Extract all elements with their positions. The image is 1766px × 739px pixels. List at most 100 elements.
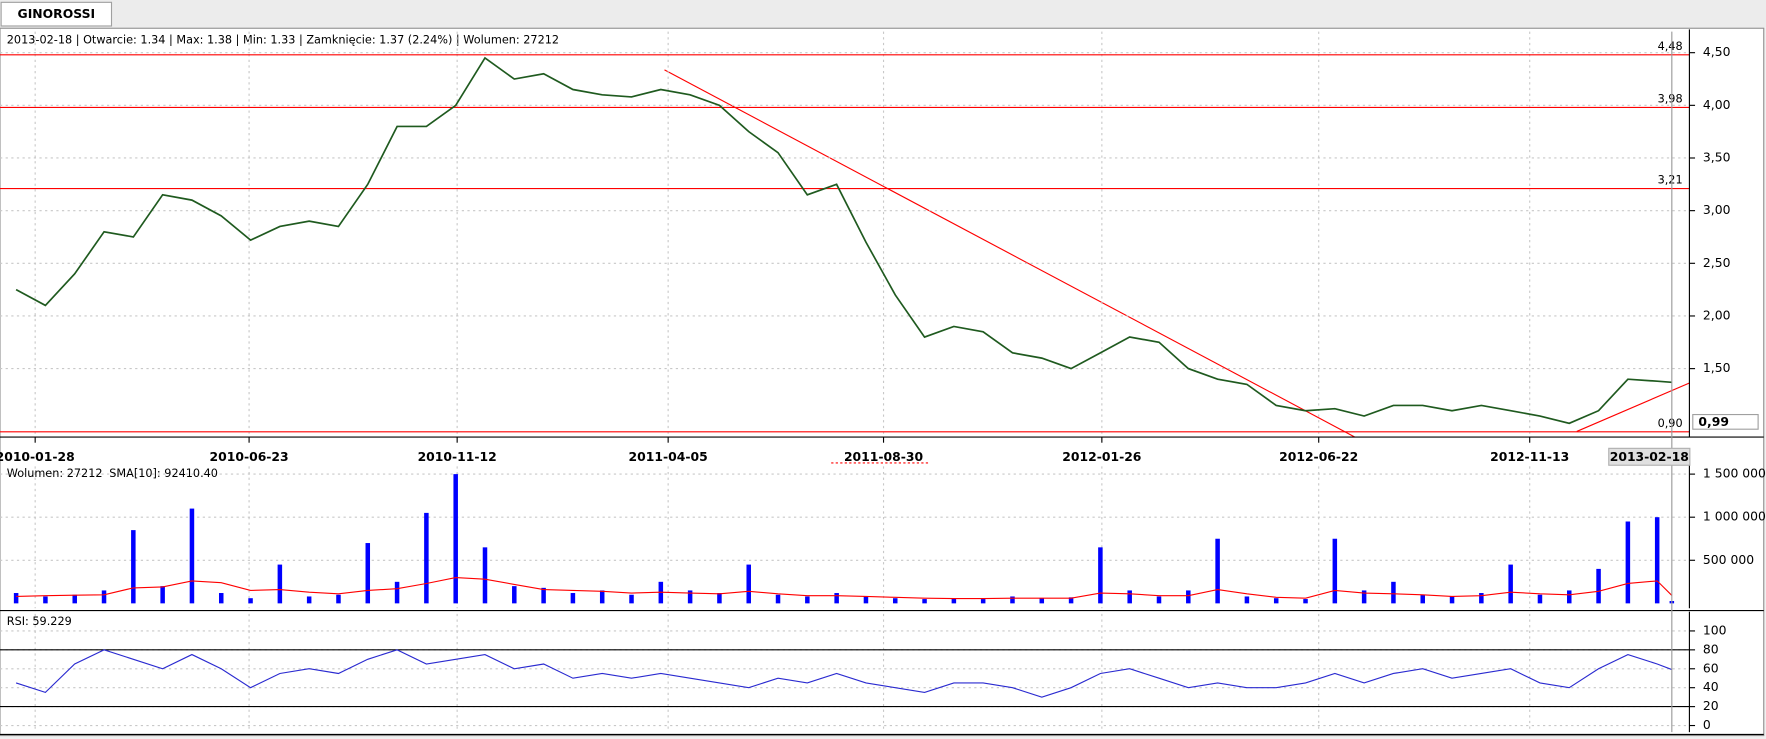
y-tick-label: 60	[1703, 661, 1719, 675]
volume-bar	[687, 590, 693, 604]
volume-bar	[1654, 517, 1660, 604]
y-tick-label: 40	[1703, 680, 1719, 694]
volume-bar	[394, 581, 400, 604]
volume-bar	[1567, 590, 1572, 604]
legend-entry: SMA[10]: 92410.40	[109, 467, 218, 480]
volume-bar	[131, 530, 136, 604]
x-tick-label: 2012-01-26	[1062, 450, 1141, 464]
volume-bar	[893, 598, 898, 604]
volume-bar	[1479, 593, 1484, 604]
y-tick-label: 4,50	[1703, 45, 1731, 59]
volume-bar	[1127, 590, 1132, 604]
info-line: 2013-02-18 | Otwarcie: 1.34 | Max: 1.38 …	[7, 34, 559, 47]
volume-bar	[863, 596, 869, 604]
volume-bar	[1449, 596, 1455, 604]
cursor-date: 2013-02-18	[1610, 450, 1689, 464]
volume-bar	[43, 596, 48, 604]
x-tick-label: 2012-06-22	[1279, 450, 1358, 464]
volume-bar	[1273, 598, 1279, 604]
level-label: 0,90	[1658, 417, 1683, 430]
y-tick-label: 3,50	[1703, 150, 1731, 164]
volume-bar	[277, 564, 283, 604]
volume-bar	[306, 596, 312, 604]
tab-bar	[0, 0, 1766, 28]
price-line	[15, 56, 1672, 425]
volume-bar	[101, 590, 107, 604]
series-line	[16, 576, 1673, 600]
volume-bar	[482, 547, 488, 604]
volume-bar	[570, 593, 576, 604]
volume-bar	[980, 599, 986, 604]
y-tick-label: 1 000 000	[1703, 510, 1766, 524]
volume-bar	[336, 594, 341, 604]
volume-bar	[1215, 538, 1220, 604]
volume-bar	[1010, 596, 1015, 604]
volume-bar	[1303, 599, 1308, 604]
volume-bar	[1068, 597, 1074, 604]
y-tick-label: 1,50	[1703, 361, 1731, 375]
level-label: 3,98	[1658, 93, 1683, 106]
volume-bar	[512, 586, 517, 604]
volume-bar	[1625, 521, 1631, 604]
volume-bar	[453, 474, 458, 604]
volume-bar	[189, 508, 195, 604]
volume-bar	[248, 598, 253, 604]
trend-line[interactable]	[664, 69, 1356, 438]
x-tick-label: 2012-11-13	[1490, 450, 1569, 464]
y-tick-label: 500 000	[1703, 553, 1754, 567]
volume-bar	[365, 543, 371, 604]
volume-bar	[13, 593, 19, 604]
volume-bar	[599, 590, 605, 604]
volume-bar	[1156, 596, 1162, 604]
level-label: 3,21	[1658, 174, 1683, 187]
volume-bar	[717, 593, 722, 604]
tab-label[interactable]: GINOROSSI	[18, 7, 96, 21]
tab[interactable]	[0, 1, 113, 27]
volume-bar	[1244, 596, 1250, 604]
volume-bar	[1508, 564, 1513, 604]
x-tick-label: 2010-11-12	[418, 450, 497, 464]
volume-bar	[775, 594, 781, 604]
volume-bar	[922, 599, 927, 604]
y-tick-label: 2,00	[1703, 308, 1731, 322]
volume-bar	[1039, 598, 1045, 604]
volume-bar	[1098, 547, 1103, 604]
volume-bar	[160, 586, 165, 604]
y-tick-label: 0	[1703, 718, 1711, 732]
legend-entry: Wolumen: 27212	[7, 467, 103, 480]
x-tick-label: 2011-08-30	[844, 450, 924, 464]
volume-bar	[72, 594, 77, 604]
volume-bar	[834, 593, 839, 604]
volume-bar	[541, 587, 546, 604]
volume-bar	[805, 596, 810, 604]
y-tick-label: 1 500 000	[1703, 467, 1766, 481]
volume-bar	[1537, 594, 1543, 604]
volume-bar	[1361, 590, 1367, 604]
level-label: 4,48	[1658, 40, 1683, 53]
volume-bar	[1420, 594, 1425, 604]
y-tick-label: 20	[1703, 699, 1719, 713]
legend-entry: RSI: 59.229	[7, 615, 72, 628]
x-tick-label: 2010-06-23	[210, 450, 289, 464]
volume-bar	[746, 564, 751, 604]
volume-bar	[424, 512, 429, 604]
volume-bar	[1332, 538, 1338, 604]
y-tick-label: 2,50	[1703, 256, 1731, 270]
trend-line[interactable]	[1576, 382, 1690, 432]
y-tick-label: 100	[1703, 623, 1727, 637]
y-tick-label: 80	[1703, 642, 1719, 656]
cursor-price-box	[1692, 413, 1759, 430]
volume-bar	[1186, 590, 1191, 604]
volume-bar	[629, 594, 634, 604]
volume-bar	[951, 598, 957, 604]
series-line	[15, 649, 1673, 698]
chart-area	[0, 27, 1765, 737]
y-tick-label: 4,00	[1703, 98, 1731, 112]
x-tick-label: 2011-04-05	[629, 450, 708, 464]
volume-bar	[218, 593, 224, 604]
cursor-date-box	[1608, 447, 1691, 466]
y-tick-label: 3,00	[1703, 203, 1731, 217]
volume-bar	[1391, 581, 1396, 604]
